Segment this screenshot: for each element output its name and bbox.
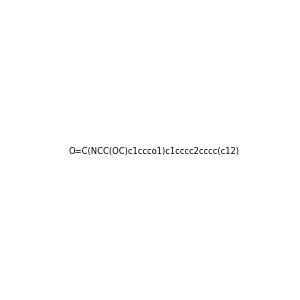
- Text: O=C(NCC(OC)c1ccco1)c1cccc2cccc(c12): O=C(NCC(OC)c1ccco1)c1cccc2cccc(c12): [68, 147, 239, 156]
